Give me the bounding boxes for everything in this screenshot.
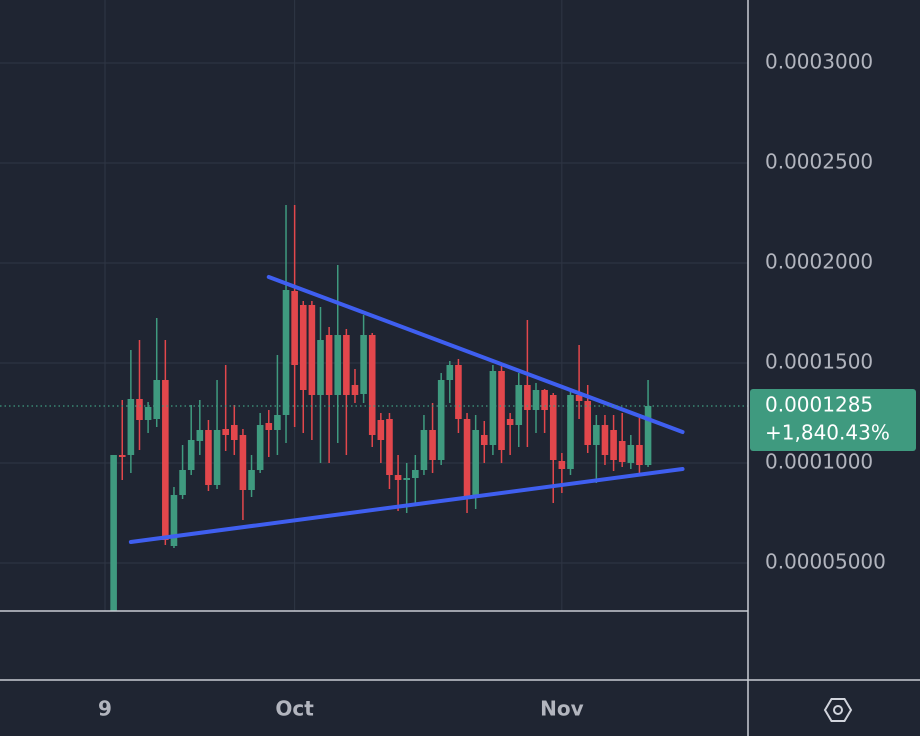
last-price-label: 0.0001285	[765, 393, 873, 417]
candle-body	[343, 335, 350, 395]
candle-body	[403, 478, 410, 480]
y-tick-label: 0.0002000	[765, 250, 873, 274]
candle-body	[506, 419, 514, 425]
candle-body	[187, 440, 195, 470]
trendline	[128, 467, 685, 544]
candle-body	[627, 445, 635, 463]
y-tick-label: 0.0002500	[765, 150, 873, 174]
candle-body	[498, 371, 505, 450]
settings-hexagon	[823, 698, 853, 722]
trendline	[266, 275, 685, 434]
candle-body	[489, 371, 497, 445]
settings-icon[interactable]	[823, 698, 853, 722]
candle-body	[549, 395, 557, 460]
settings-circle	[833, 705, 843, 715]
candle-body	[144, 407, 152, 420]
candle-body	[437, 380, 445, 460]
candle-body	[265, 423, 273, 430]
candle-body	[610, 430, 617, 460]
x-tick-label: Nov	[540, 697, 584, 721]
candle-body	[256, 425, 264, 470]
candle-body	[118, 455, 126, 457]
x-tick-label: 9	[98, 697, 112, 721]
candle-body	[179, 470, 186, 495]
candle-body	[567, 395, 574, 469]
candle-body	[558, 461, 566, 469]
candle-body	[593, 425, 600, 445]
plot-area	[0, 205, 748, 611]
candle-body	[360, 335, 367, 394]
candle-body	[351, 385, 359, 395]
candle-body	[618, 441, 626, 462]
candle-body	[299, 305, 307, 390]
candle-body	[584, 401, 592, 445]
candle-body	[274, 415, 281, 430]
axis-layer: 0.00005000 0.0001000 0.0001500 0.0002000 0.0…	[98, 50, 916, 721]
candle-body	[291, 291, 298, 365]
candle-body	[412, 470, 419, 478]
candle-body	[239, 435, 247, 490]
candle-body	[136, 399, 143, 420]
candle-body	[515, 385, 523, 425]
candle-body	[368, 335, 376, 435]
candle-body	[196, 430, 204, 441]
candle-body	[524, 385, 531, 410]
candle-body	[420, 430, 428, 470]
candle-body	[472, 430, 479, 496]
candle-body	[153, 380, 161, 419]
candle-body	[213, 430, 221, 485]
change-label: +1,840.43%	[765, 421, 890, 445]
candle-body	[446, 365, 454, 380]
y-tick-label: 0.0003000	[765, 50, 873, 74]
candle-body	[110, 455, 117, 611]
candle-body	[532, 390, 540, 410]
candle-body	[231, 425, 238, 440]
y-tick-label: 0.0001500	[765, 350, 873, 374]
candle-body	[601, 425, 609, 455]
candle-body	[317, 340, 324, 395]
x-tick-label: Oct	[275, 697, 314, 721]
candle-body	[127, 399, 135, 455]
candle-body	[541, 390, 548, 410]
candle-body	[386, 419, 393, 475]
candle-body	[463, 419, 471, 496]
candle-body	[222, 429, 229, 435]
candle-body	[162, 380, 169, 540]
candle-body	[377, 420, 385, 440]
candle-body	[575, 395, 583, 401]
last-price-box	[750, 389, 916, 451]
candle-body	[636, 445, 643, 465]
y-tick-label: 0.0001000	[765, 450, 873, 474]
candle-body	[480, 435, 488, 445]
candle-body	[170, 495, 178, 546]
candle-body	[308, 305, 316, 395]
candle-body	[429, 430, 436, 460]
candle-body	[394, 475, 402, 480]
candle-body	[644, 406, 652, 465]
candle-body	[325, 335, 333, 395]
candle-body	[282, 290, 290, 415]
candle-body	[334, 335, 342, 395]
candle-body	[248, 470, 255, 490]
candle-body	[205, 430, 212, 485]
y-tick-label: 0.00005000	[765, 550, 886, 574]
candle-body	[455, 365, 462, 419]
